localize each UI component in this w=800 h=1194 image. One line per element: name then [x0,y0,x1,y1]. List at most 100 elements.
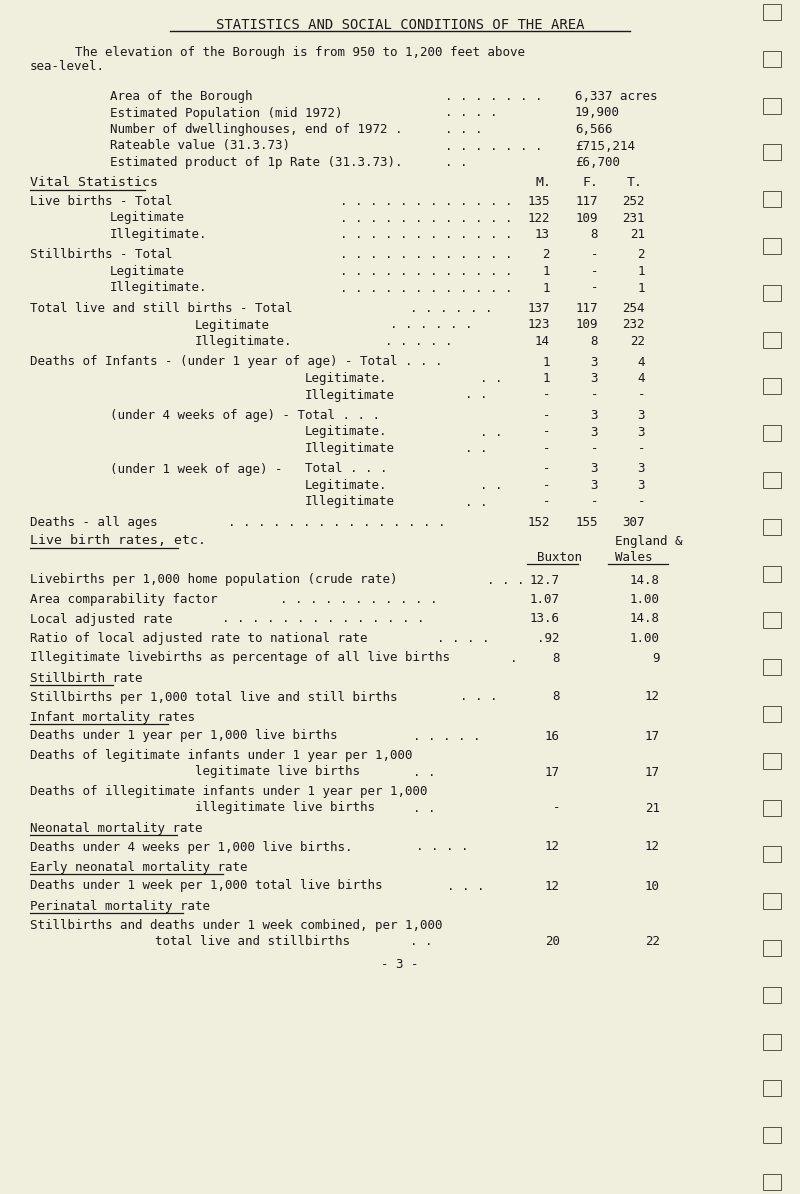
Text: - 3 -: - 3 - [382,958,418,971]
Text: 12.7: 12.7 [530,573,560,586]
Text: Area of the Borough: Area of the Borough [110,90,253,103]
Text: . .: . . [465,496,487,509]
FancyBboxPatch shape [763,1034,781,1050]
Text: F.: F. [582,177,598,190]
Text: Number of dwellinghouses, end of 1972 .: Number of dwellinghouses, end of 1972 . [110,123,402,136]
FancyBboxPatch shape [763,519,781,535]
Text: Illegitimate.: Illegitimate. [110,228,207,241]
Text: 21: 21 [630,228,645,241]
Text: -: - [542,479,550,492]
Text: legitimate live births: legitimate live births [195,765,360,778]
Text: 4: 4 [638,373,645,384]
Text: Legitimate: Legitimate [110,265,185,278]
Text: 117: 117 [575,195,598,208]
Text: . . .: . . . [460,690,498,703]
Text: . . . . . .: . . . . . . [390,319,473,332]
Text: Legitimate.: Legitimate. [305,425,387,438]
Text: Infant mortality rates: Infant mortality rates [30,710,195,724]
Text: 2: 2 [542,248,550,261]
Text: 10: 10 [645,880,660,892]
Text: 109: 109 [575,319,598,332]
Text: Live birth rates, etc.: Live birth rates, etc. [30,535,206,548]
Text: 3: 3 [590,373,598,384]
Text: -: - [553,801,560,814]
Text: Deaths of illegitimate infants under 1 year per 1,000: Deaths of illegitimate infants under 1 y… [30,784,427,798]
Text: 12: 12 [645,690,660,703]
Text: Deaths of legitimate infants under 1 year per 1,000: Deaths of legitimate infants under 1 yea… [30,749,413,762]
Text: . . . . . . . . . . .: . . . . . . . . . . . [280,593,438,607]
Text: -: - [542,442,550,455]
Text: .: . [510,652,518,665]
Text: Total live and still births - Total: Total live and still births - Total [30,302,293,315]
FancyBboxPatch shape [763,472,781,488]
Text: 1: 1 [542,265,550,278]
Text: 4: 4 [638,356,645,369]
Text: 22: 22 [645,935,660,948]
Text: -: - [638,496,645,509]
Text: 12: 12 [545,880,560,892]
FancyBboxPatch shape [763,285,781,301]
Text: Illegitimate.: Illegitimate. [110,282,207,295]
FancyBboxPatch shape [763,238,781,254]
Text: 3: 3 [638,410,645,421]
Text: £715,214: £715,214 [575,140,635,153]
Text: . . . . . . . . . . . .: . . . . . . . . . . . . [340,282,513,295]
Text: . .: . . [480,479,502,492]
Text: . .: . . [413,801,435,814]
Text: 14: 14 [535,336,550,347]
Text: 1.00: 1.00 [630,593,660,607]
Text: . .: . . [465,442,487,455]
Text: Live births - Total: Live births - Total [30,195,173,208]
Text: 135: 135 [527,195,550,208]
Text: Stillbirths and deaths under 1 week combined, per 1,000: Stillbirths and deaths under 1 week comb… [30,918,442,931]
Text: . . . . . . . . . . . .: . . . . . . . . . . . . [340,211,513,224]
Text: . . . . .: . . . . . [413,730,481,743]
Text: 1: 1 [638,282,645,295]
Text: Early neonatal mortality rate: Early neonatal mortality rate [30,861,247,874]
Text: 3: 3 [638,425,645,438]
Text: Deaths of Infants - (under 1 year of age) - Total . . .: Deaths of Infants - (under 1 year of age… [30,356,442,369]
Text: -: - [638,442,645,455]
FancyBboxPatch shape [763,986,781,1003]
Text: 231: 231 [622,211,645,224]
Text: Vital Statistics: Vital Statistics [30,177,158,190]
Text: 1: 1 [638,265,645,278]
Text: 6,337 acres: 6,337 acres [575,90,658,103]
Text: -: - [590,265,598,278]
Text: illegitimate live births: illegitimate live births [195,801,375,814]
Text: Illegitimate: Illegitimate [305,388,395,401]
Text: -: - [638,388,645,401]
Text: 254: 254 [622,302,645,315]
Text: 1.07: 1.07 [530,593,560,607]
Text: The elevation of the Borough is from 950 to 1,200 feet above: The elevation of the Borough is from 950… [75,47,525,59]
Text: total live and stillbirths: total live and stillbirths [155,935,350,948]
Text: 12: 12 [645,841,660,854]
Text: Deaths under 1 year per 1,000 live births: Deaths under 1 year per 1,000 live birth… [30,730,338,743]
Text: Illegitimate livebirths as percentage of all live births: Illegitimate livebirths as percentage of… [30,652,450,665]
Text: 1: 1 [542,356,550,369]
FancyBboxPatch shape [763,425,781,442]
FancyBboxPatch shape [763,659,781,675]
Text: -: - [542,388,550,401]
Text: 252: 252 [622,195,645,208]
Text: 19,900: 19,900 [575,106,620,119]
Text: 20: 20 [545,935,560,948]
Text: 1: 1 [542,282,550,295]
Text: Buxton: Buxton [537,550,582,564]
Text: 122: 122 [527,211,550,224]
Text: Deaths under 4 weeks per 1,000 live births.: Deaths under 4 weeks per 1,000 live birt… [30,841,353,854]
Text: Legitimate.: Legitimate. [305,479,387,492]
Text: (under 1 week of age) -: (under 1 week of age) - [110,462,282,475]
Text: . . . . . . . . . . . .: . . . . . . . . . . . . [340,265,513,278]
Text: Stillbirths - Total: Stillbirths - Total [30,248,173,261]
FancyBboxPatch shape [763,1174,781,1190]
Text: Neonatal mortality rate: Neonatal mortality rate [30,821,202,835]
Text: Legitimate: Legitimate [195,319,270,332]
Text: Legitimate: Legitimate [110,211,185,224]
Text: STATISTICS AND SOCIAL CONDITIONS OF THE AREA: STATISTICS AND SOCIAL CONDITIONS OF THE … [216,18,584,32]
Text: -: - [542,425,550,438]
Text: -: - [542,410,550,421]
Text: . .: . . [480,425,502,438]
Text: Legitimate.: Legitimate. [305,373,387,384]
Text: 17: 17 [645,730,660,743]
